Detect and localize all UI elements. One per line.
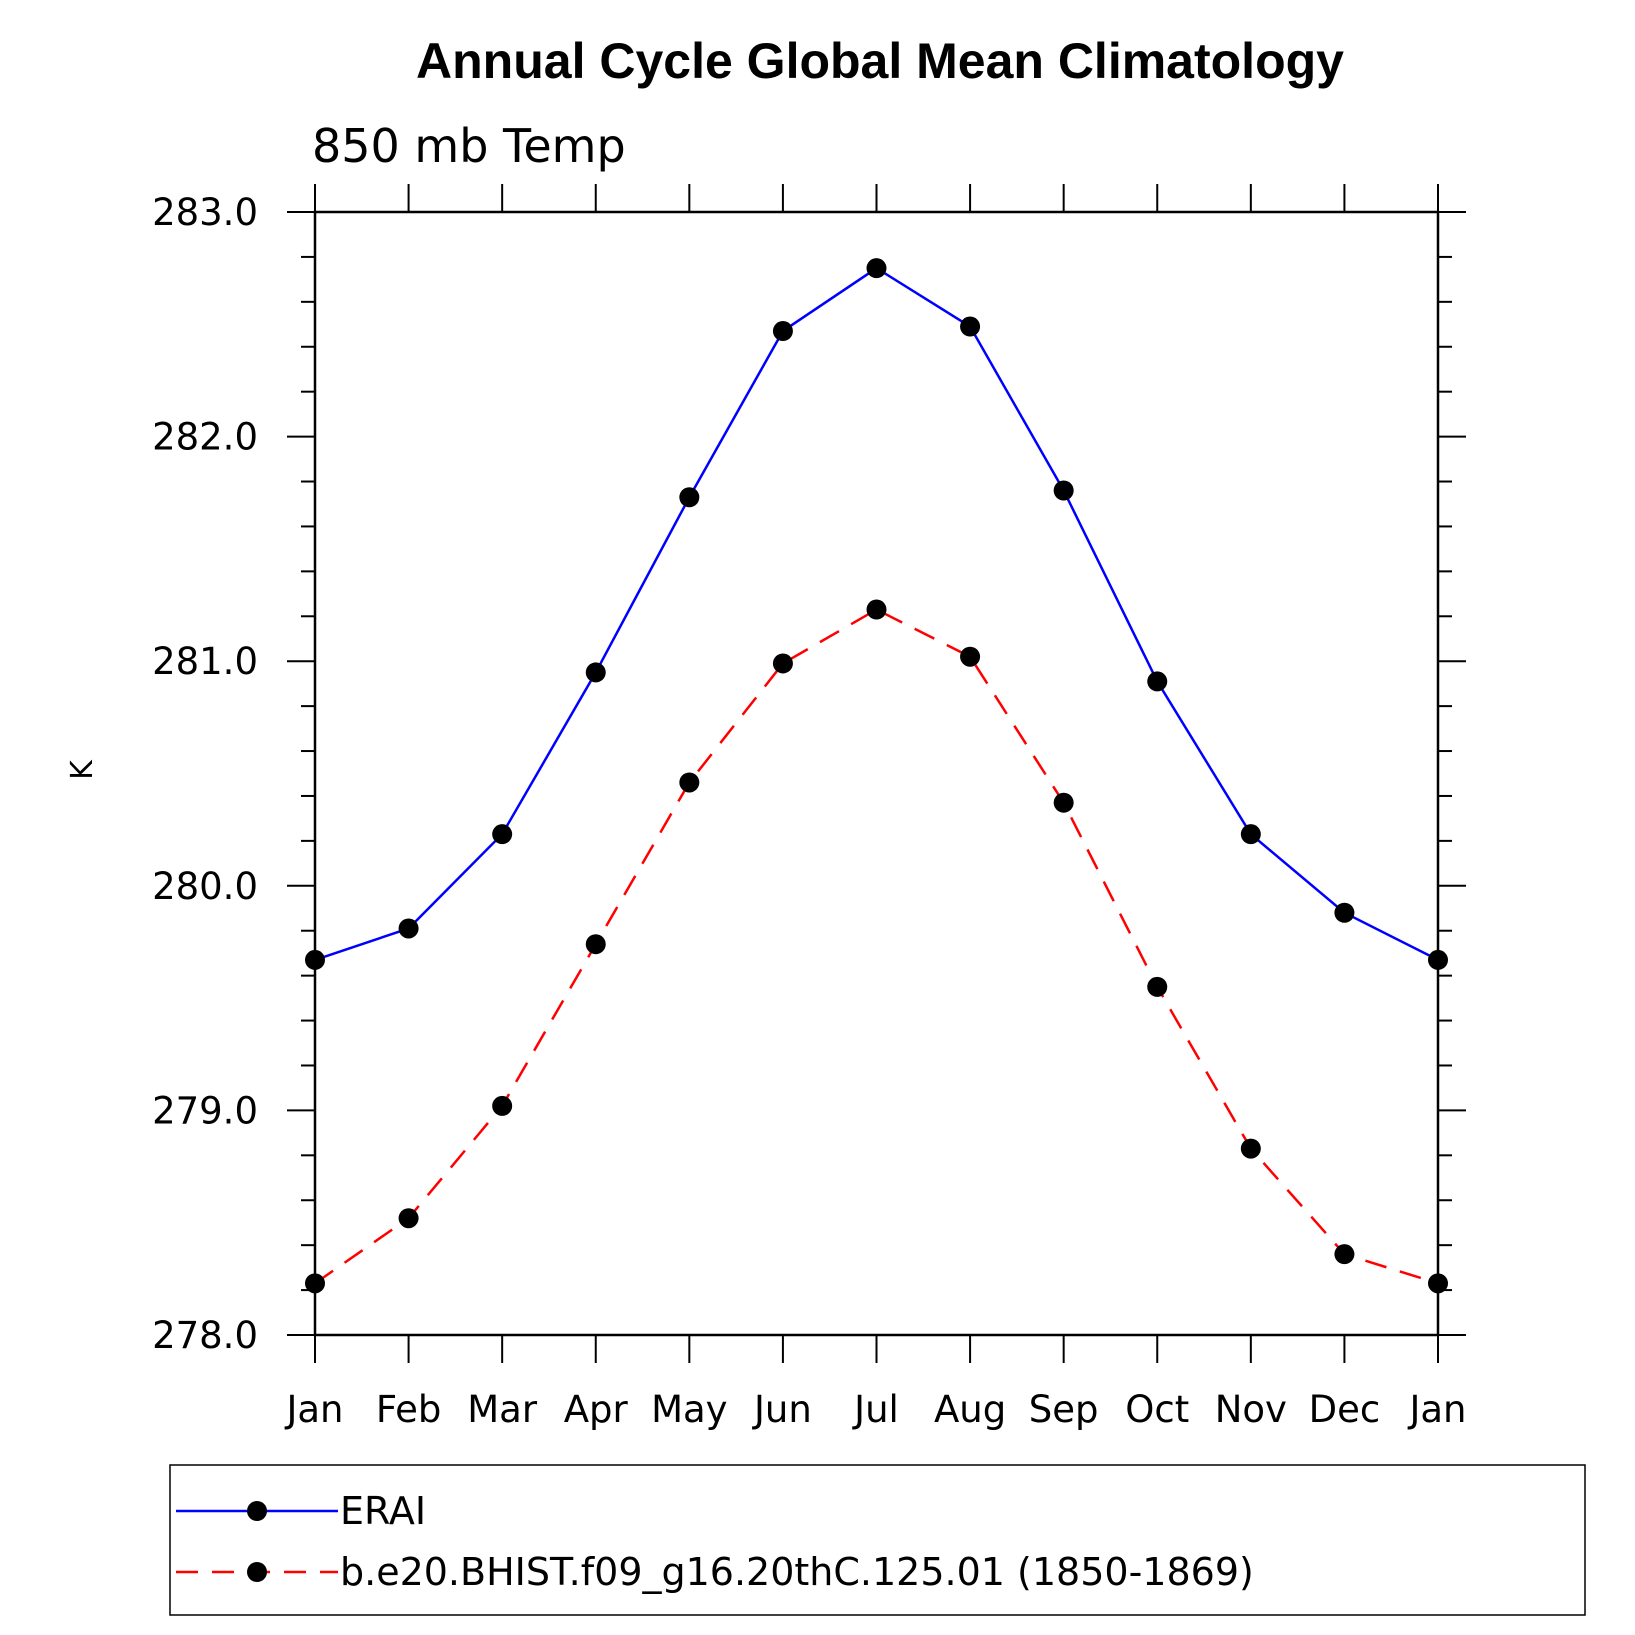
series-1-point xyxy=(1147,671,1168,692)
chart-title: Annual Cycle Global Mean Climatology xyxy=(416,33,1344,89)
y-tick-label: 282.0 xyxy=(152,416,258,459)
series-2-point xyxy=(772,653,793,674)
series-2-point xyxy=(1240,1138,1261,1159)
series-1-point xyxy=(772,321,793,342)
y-axis-label: K xyxy=(65,759,100,780)
series-2-line xyxy=(314,608,1439,1285)
x-tick-label: Sep xyxy=(1029,1388,1099,1431)
x-tick-label: Jan xyxy=(284,1388,343,1431)
x-tick-label: Dec xyxy=(1309,1388,1381,1431)
legend-item-1-label: ERAI xyxy=(340,1489,426,1533)
x-tick-labels: Jan Feb Mar Apr May Jun Jul Aug Sep Oct Nov Dec Jan xyxy=(284,1388,1466,1431)
series-1-point xyxy=(398,918,419,939)
series-1-point xyxy=(1334,902,1355,923)
series-2-point xyxy=(398,1208,419,1229)
x-tick-label: Oct xyxy=(1125,1388,1189,1431)
plot-frame xyxy=(313,210,1440,1337)
series-1-point xyxy=(585,662,606,683)
legend-item-2-marker xyxy=(247,1562,267,1582)
legend-items: ERAI b.e20.BHIST.f09_g16.20thC.125.01 (18… xyxy=(176,1489,1254,1594)
series-2-point xyxy=(492,1095,513,1116)
x-tick-label: Feb xyxy=(376,1388,442,1431)
x-tick-label: Jun xyxy=(752,1388,812,1431)
x-tick-label: Aug xyxy=(934,1388,1006,1431)
chart-subtitle: 850 mb Temp xyxy=(312,119,626,173)
y-tick-labels: 278.0 279.0 280.0 281.0 282.0 283.0 xyxy=(152,191,258,1357)
legend: ERAI b.e20.BHIST.f09_g16.20thC.125.01 (18… xyxy=(169,1464,1586,1616)
x-tick-label: Apr xyxy=(564,1388,629,1431)
series-2-point xyxy=(679,772,700,793)
series-1-point xyxy=(866,258,887,279)
series-2-point xyxy=(1334,1244,1355,1265)
series-2-point xyxy=(1147,976,1168,997)
y-tick-label: 278.0 xyxy=(152,1314,258,1357)
series-1-point xyxy=(1240,824,1261,845)
plot-series xyxy=(305,258,1448,1294)
series-2-point xyxy=(960,646,981,667)
axis-ticks xyxy=(287,184,1466,1363)
legend-item-1-marker xyxy=(247,1501,267,1521)
x-tick-label: Nov xyxy=(1215,1388,1287,1431)
series-1-point xyxy=(679,487,700,508)
series-2-point xyxy=(866,599,887,620)
y-tick-label: 280.0 xyxy=(152,865,258,908)
legend-item-2-label: b.e20.BHIST.f09_g16.20thC.125.01 (1850-1… xyxy=(340,1550,1254,1594)
x-tick-label: May xyxy=(651,1388,728,1431)
y-tick-label: 281.0 xyxy=(152,640,258,683)
series-1-point xyxy=(960,316,981,337)
x-tick-label: Jan xyxy=(1407,1388,1466,1431)
series-1-point xyxy=(1053,480,1074,501)
y-tick-label: 279.0 xyxy=(152,1089,258,1132)
series-2-point xyxy=(585,934,606,955)
y-tick-label: 283.0 xyxy=(152,191,258,234)
x-tick-label: Jul xyxy=(852,1388,899,1431)
x-tick-label: Mar xyxy=(467,1388,538,1431)
legend-box xyxy=(169,1464,1586,1616)
series-1-point xyxy=(492,824,513,845)
series-2-point xyxy=(1053,792,1074,813)
